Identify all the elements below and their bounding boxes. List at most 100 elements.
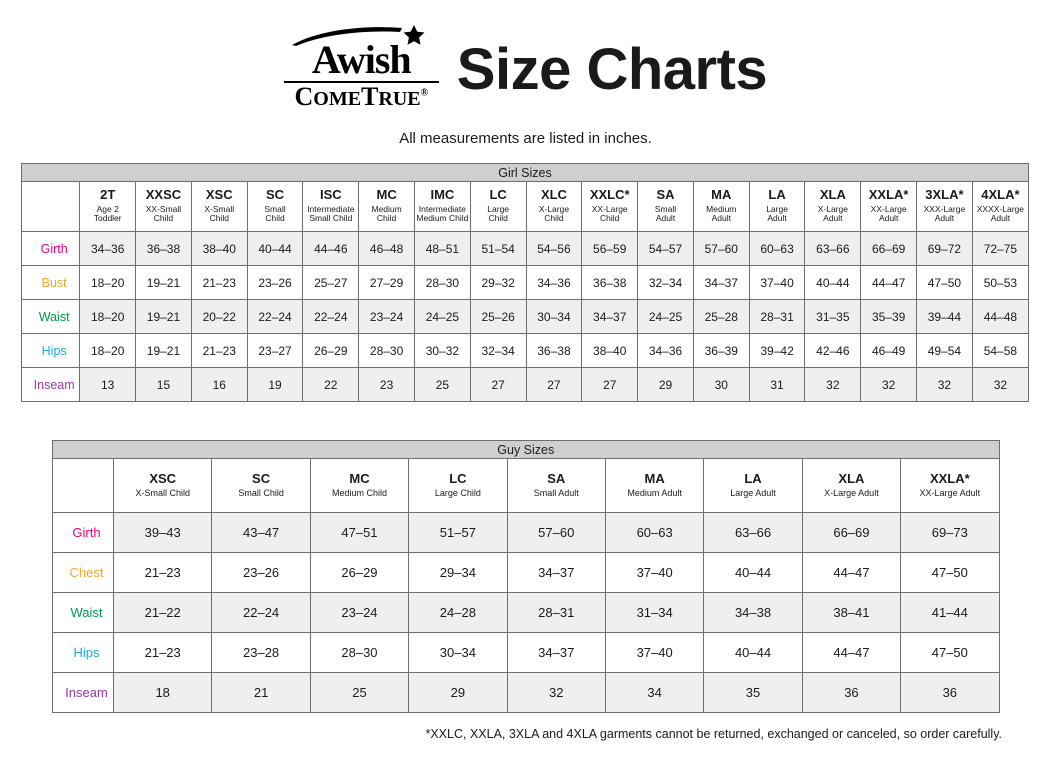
table-row: Hips 21–23 23–28 28–30 30–34 34–37 37–40 40–44 4… — [52, 632, 1000, 673]
measurement-cell: 66–69 — [860, 231, 918, 266]
row-label-bust: Bust — [20, 265, 81, 300]
table-row: Girth 39–43 43–47 47–51 51–57 57–60 60–63 63–66… — [52, 512, 1000, 553]
measurement-cell: 63–66 — [703, 512, 803, 553]
measurement-cell: 34–37 — [692, 265, 750, 300]
girl-column-header: 4XLA* XXXX-Large Adult — [971, 181, 1030, 232]
measurement-cell: 28–30 — [309, 632, 410, 673]
brand-logo: Awish COMETRUE® — [283, 25, 439, 111]
measurement-cell: 13 — [79, 367, 137, 402]
column-abbr: 2T — [100, 187, 116, 203]
guy-column-header: XXLA* XX-Large Adult — [900, 458, 1000, 513]
measurement-cell: 29 — [637, 367, 694, 402]
measurement-cell: 21–23 — [112, 552, 213, 593]
measurement-cell: 60–63 — [748, 231, 806, 266]
measurement-cell: 34–37 — [506, 552, 606, 593]
measurement-cell: 51–57 — [408, 512, 508, 553]
measurement-cell: 32 — [804, 367, 862, 402]
column-description: Large Child — [434, 488, 481, 499]
measurement-cell: 25–26 — [469, 299, 527, 334]
girl-band-row: Girl Sizes — [21, 163, 1029, 182]
guy-band-row: Guy Sizes — [52, 440, 1000, 459]
column-abbr: XXLA* — [868, 187, 909, 203]
row-label-hips: Hips — [52, 632, 114, 673]
measurement-cell: 29–34 — [408, 552, 508, 593]
girl-column-header: MC Medium Child — [358, 181, 415, 232]
column-abbr: MA — [644, 470, 665, 486]
page-header: Awish COMETRUE® Size Charts — [0, 0, 1051, 110]
measurement-cell: 23–26 — [246, 265, 304, 300]
column-description: Medium Adult — [706, 203, 737, 224]
girl-column-header: SC Small Child — [246, 181, 304, 232]
measurement-cell: 56–59 — [581, 231, 639, 266]
measurement-cell: 42–46 — [804, 333, 862, 368]
measurement-cell: 54–56 — [525, 231, 583, 266]
column-description: XX-Large Adult — [919, 488, 981, 499]
measurement-cell: 43–47 — [211, 512, 311, 553]
row-label-hips: Hips — [20, 333, 81, 368]
guy-column-header: SC Small Child — [211, 458, 311, 513]
measurement-cell: 69–73 — [900, 512, 1000, 553]
measurement-cell: 22–24 — [211, 592, 311, 633]
measurement-cell: 37–40 — [748, 265, 806, 300]
column-abbr: LC — [489, 187, 507, 203]
measurement-cell: 47–50 — [900, 552, 1000, 593]
measurement-cell: 51–54 — [469, 231, 527, 266]
column-description: Small Adult — [654, 203, 677, 224]
measurement-cell: 29–32 — [469, 265, 527, 300]
column-description: Large Child — [487, 203, 510, 224]
column-description: Medium Child — [371, 203, 402, 224]
measurement-cell: 28–31 — [748, 299, 806, 334]
column-abbr: 3XLA* — [925, 187, 964, 203]
girl-band-title: Girl Sizes — [21, 163, 1029, 182]
measurement-cell: 18–20 — [79, 333, 137, 368]
measurement-cell: 25–28 — [692, 299, 750, 334]
girl-column-header: LC Large Child — [469, 181, 527, 232]
measurement-cell: 63–66 — [804, 231, 862, 266]
measurement-cell: 24–25 — [637, 299, 694, 334]
measurement-cell: 27 — [469, 367, 527, 402]
table-row: Girth 34–36 36–38 38–40 40–44 44–46 46–48 48–51… — [20, 231, 1030, 266]
measurement-cell: 27–29 — [358, 265, 415, 300]
column-abbr: LA — [744, 470, 762, 486]
measurement-cell: 19–21 — [135, 299, 192, 334]
measurement-cell: 25 — [413, 367, 471, 402]
column-abbr: XXSC — [145, 187, 182, 203]
column-abbr: MC — [349, 470, 370, 486]
measurement-cell: 32–34 — [637, 265, 694, 300]
column-abbr: XXLA* — [929, 470, 970, 486]
measurement-cell: 47–50 — [900, 632, 1000, 673]
column-abbr: XLA — [838, 470, 865, 486]
measurement-cell: 30–34 — [525, 299, 583, 334]
column-abbr: MA — [711, 187, 732, 203]
measurement-cell: 23–26 — [211, 552, 311, 593]
measurement-cell: 30 — [692, 367, 750, 402]
registered-mark: ® — [420, 87, 429, 99]
column-description: X-Large Adult — [817, 203, 848, 224]
measurement-cell: 72–75 — [971, 231, 1030, 266]
column-description: Large Adult — [730, 488, 776, 499]
column-description: Intermediate Medium Child — [416, 203, 469, 224]
page-title: Size Charts — [456, 37, 768, 102]
column-abbr: SC — [266, 187, 285, 203]
girl-table-body: Girl Sizes 2T Age 2 Toddler XXSC XX-Small Chil… — [20, 163, 1030, 402]
measurement-cell: 54–57 — [637, 231, 694, 266]
girl-column-header: SA Small Adult — [637, 181, 694, 232]
table-row: Bust 18–20 19–21 21–23 23–26 25–27 27–29 28–30 2… — [20, 265, 1030, 300]
measurement-cell: 21–23 — [112, 632, 213, 673]
measurement-cell: 30–34 — [408, 632, 508, 673]
measurement-cell: 32 — [506, 672, 606, 713]
measurement-cell: 19–21 — [135, 265, 192, 300]
measurement-cell: 47–51 — [309, 512, 410, 553]
measurement-cell: 39–43 — [112, 512, 213, 553]
measurement-cell: 23 — [358, 367, 415, 402]
measurement-cell: 16 — [190, 367, 248, 402]
column-abbr: MC — [376, 187, 397, 203]
measurement-cell: 46–49 — [860, 333, 918, 368]
logo-c: C — [294, 82, 314, 111]
measurement-cell: 44–48 — [971, 299, 1030, 334]
girl-column-header: XXLC* XX-Large Child — [581, 181, 639, 232]
column-abbr: ISC — [319, 187, 342, 203]
measurement-cell: 28–30 — [358, 333, 415, 368]
measurement-cell: 41–44 — [900, 592, 1000, 633]
girl-sizes-table: Girl Sizes 2T Age 2 Toddler XXSC XX-Small Chil… — [20, 163, 1030, 402]
